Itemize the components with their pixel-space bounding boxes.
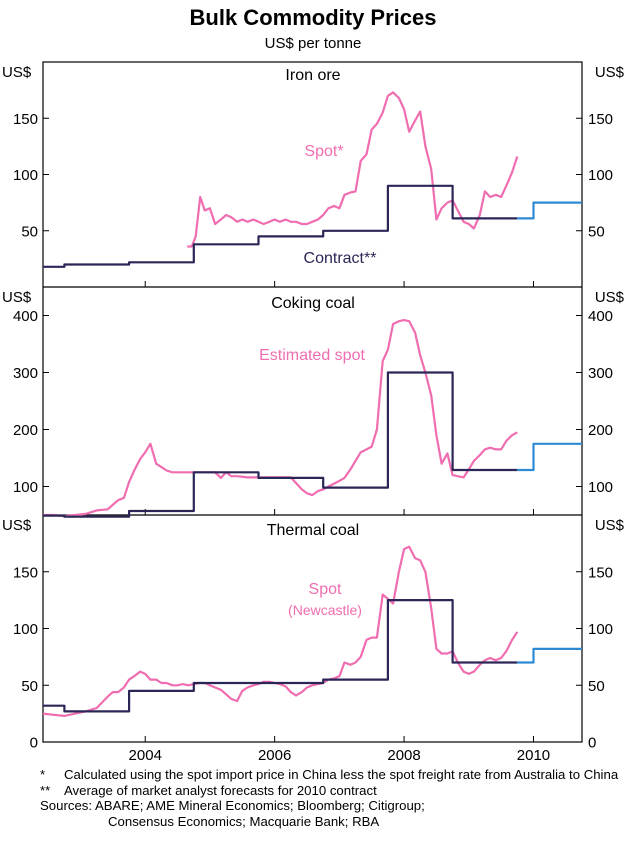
y-tick-label-right: 50 [588, 678, 605, 695]
unit-label-right: US$ [595, 289, 625, 306]
unit-label-left: US$ [2, 517, 32, 534]
forecast-series-line [517, 442, 582, 472]
y-tick-label-left: 150 [13, 564, 38, 581]
spot-sublabel: (Newcastle) [288, 602, 362, 618]
spot-label: Estimated spot [259, 347, 365, 364]
x-tick-label: 2004 [129, 747, 162, 764]
footnote-text: Average of market analyst forecasts for … [64, 782, 377, 798]
y-tick-label-left: 150 [13, 111, 38, 128]
footnote-mark: * [40, 767, 46, 782]
y-tick-label-right: 100 [588, 167, 613, 184]
unit-label-left: US$ [2, 289, 32, 306]
unit-label-right: US$ [595, 517, 625, 534]
panel-title: Coking coal [271, 295, 355, 312]
y-tick-label-right: 200 [588, 422, 613, 439]
unit-label-left: US$ [2, 64, 32, 81]
unit-label-right: US$ [595, 64, 625, 81]
footnotes: * Calculated using the spot import price… [40, 767, 620, 829]
contract-series-line [43, 371, 518, 518]
spot-label: Spot* [304, 143, 343, 160]
y-tick-label-right: 400 [588, 308, 613, 325]
sources-label: Sources: [40, 798, 93, 813]
x-tick-label: 2010 [517, 747, 550, 764]
spot-label: Spot [309, 581, 342, 598]
sources-line-1: ABARE; AME Mineral Economics; Bloomberg;… [94, 798, 425, 813]
y-tick-label-left: 50 [21, 678, 38, 695]
y-tick-label-left: 300 [13, 365, 38, 382]
y-tick-label-left: 0 [30, 735, 38, 752]
plot-area: US$ US$ 50 50 100 100 150 150 Iron ore Spot* Contr… [2, 61, 625, 764]
y-tick-label-left: 400 [13, 308, 38, 325]
sources: Sources: ABARE; AME Mineral Economics; B… [40, 798, 620, 829]
y-tick-label-left: 100 [13, 621, 38, 638]
y-tick-label-right: 0 [588, 735, 596, 752]
y-tick-label-right: 300 [588, 365, 613, 382]
forecast-series-line [517, 647, 582, 664]
panel-title: Iron ore [285, 67, 340, 84]
y-tick-label-right: 150 [588, 564, 613, 581]
footnote-text: Calculated using the spot import price i… [64, 767, 619, 782]
y-tick-label-left: 100 [13, 167, 38, 184]
forecast-series-line [517, 201, 582, 220]
chart-title: Bulk Commodity Prices [190, 5, 437, 30]
footnote-mark: ** [40, 782, 51, 798]
y-tick-label-right: 100 [588, 621, 613, 638]
y-tick-label-left: 100 [13, 479, 38, 496]
plot-frame [42, 61, 583, 743]
spot-series-line [187, 91, 519, 248]
panel-title: Thermal coal [267, 522, 359, 539]
y-tick-label-right: 100 [588, 479, 613, 496]
contract-series-line [43, 184, 518, 268]
footnote-spot: * Calculated using the spot import price… [40, 767, 620, 783]
contract-series-line [43, 598, 518, 713]
x-tick-label: 2006 [258, 747, 291, 764]
y-tick-label-right: 50 [588, 223, 605, 240]
chart-subtitle: US$ per tonne [265, 35, 362, 52]
y-tick-label-left: 200 [13, 422, 38, 439]
footnote-contract: ** Average of market analyst forecasts f… [40, 783, 620, 799]
bulk-commodity-chart: Bulk Commodity Prices US$ per tonne US$ U… [2, 5, 625, 764]
sources-line-2: Consensus Economics; Macquarie Bank; RBA [108, 813, 380, 829]
spot-series-line [43, 319, 518, 518]
contract-label: Contract** [304, 250, 377, 267]
y-tick-label-left: 50 [21, 223, 38, 240]
x-tick-label: 2008 [387, 747, 420, 764]
y-tick-label-right: 150 [588, 111, 613, 128]
spot-series-line [42, 545, 519, 718]
